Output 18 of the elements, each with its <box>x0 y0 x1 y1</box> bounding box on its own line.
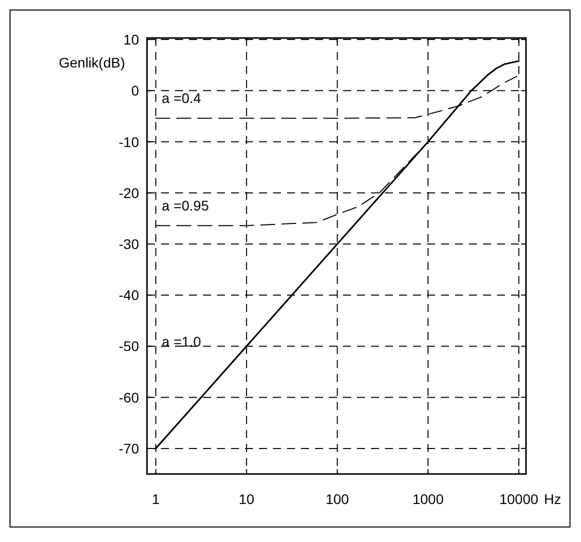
y-tick-label: -10 <box>118 134 140 150</box>
x-axis-title: Hz <box>544 491 562 507</box>
x-tick-label: 1000 <box>412 491 444 507</box>
series-label: a =0.4 <box>162 90 202 106</box>
y-tick-label: -70 <box>118 440 140 456</box>
y-tick-label: -60 <box>118 389 140 406</box>
y-tick-label: -50 <box>118 338 140 354</box>
y-axis-title: Genlik(dB) <box>58 54 125 71</box>
x-tick-label: 10 <box>238 491 255 507</box>
x-tick-label: 1 <box>152 491 160 507</box>
y-tick-label: 0 <box>131 82 140 99</box>
series-label: a =0.95 <box>162 197 210 214</box>
y-tick-label: -30 <box>118 236 140 252</box>
x-tick-label: 10000 <box>499 491 538 507</box>
y-tick-label: -40 <box>118 287 140 304</box>
x-tick-label: 100 <box>326 491 350 507</box>
y-tick-label: -20 <box>118 184 140 201</box>
y-tick-label: 10 <box>123 32 140 48</box>
